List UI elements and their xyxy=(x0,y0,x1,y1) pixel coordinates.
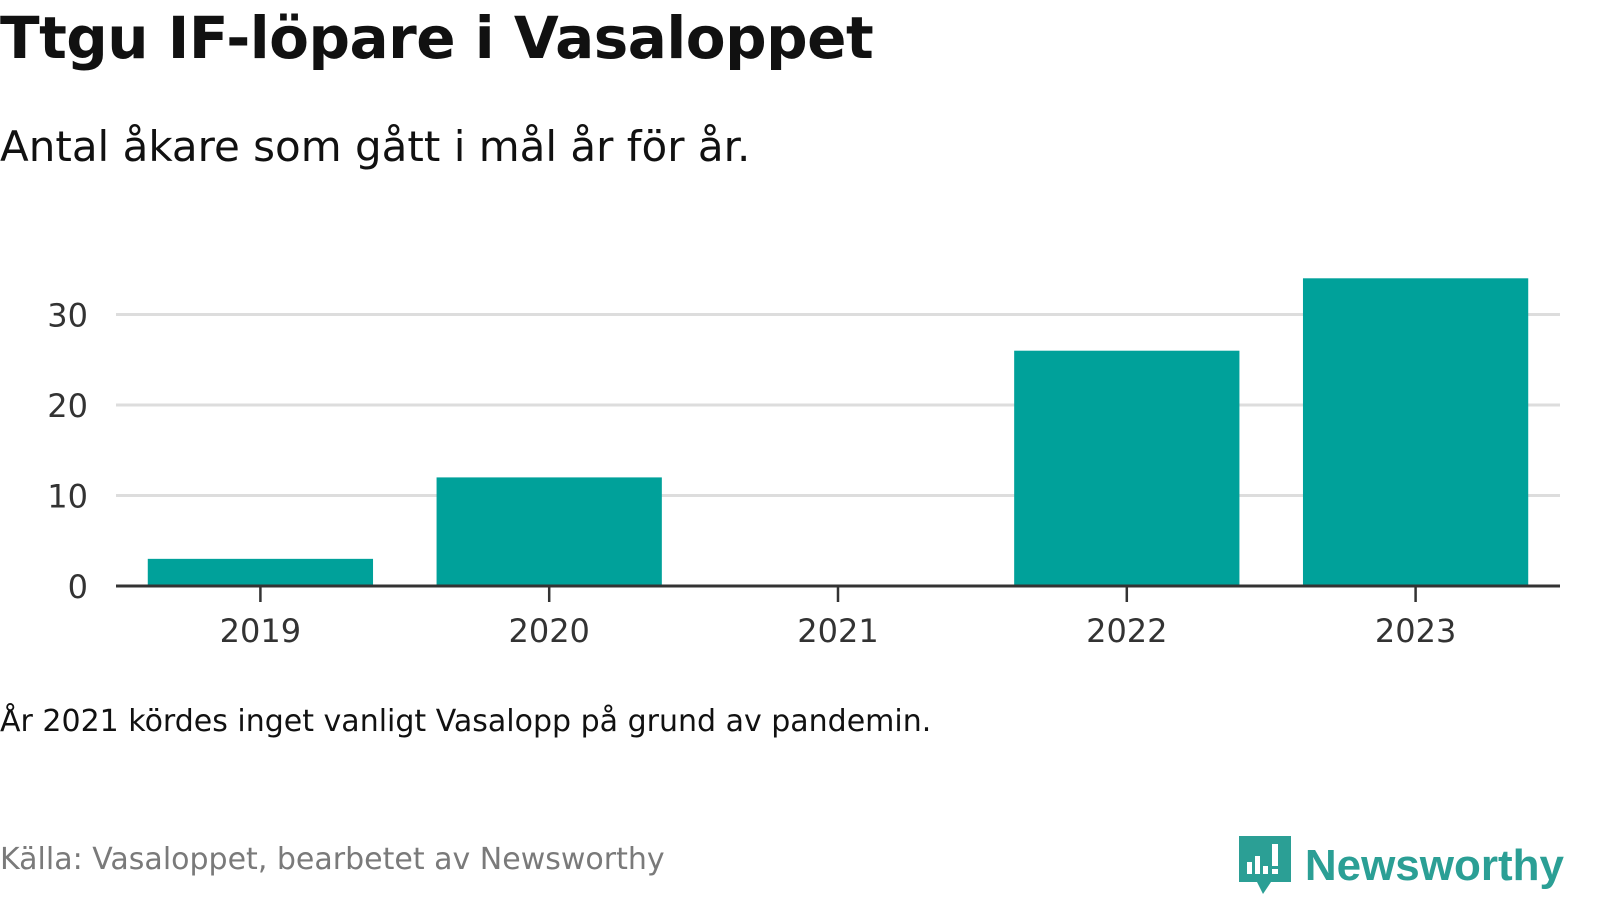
y-tick-label: 20 xyxy=(47,387,88,425)
x-tick-label: 2020 xyxy=(508,612,589,650)
x-tick-label: 2023 xyxy=(1375,612,1456,650)
y-tick-label: 0 xyxy=(68,568,88,606)
chart-title: Ttgu IF-löpare i Vasaloppet xyxy=(0,4,874,72)
chart-footnote: År 2021 kördes inget vanligt Vasalopp på… xyxy=(0,704,932,739)
y-tick-label: 10 xyxy=(47,478,88,516)
bar-2020 xyxy=(436,477,662,586)
bar-2019 xyxy=(147,558,374,586)
newsworthy-logo: Newsworthy xyxy=(1238,836,1564,896)
x-tick-label: 2022 xyxy=(1086,612,1167,650)
chart-subtitle: Antal åkare som gått i mål år för år. xyxy=(0,122,751,171)
x-axis: 2019 2020 2021 2022 2023 xyxy=(116,584,1560,650)
x-tick-label: 2019 xyxy=(220,612,301,650)
brand-name: Newsworthy xyxy=(1304,841,1564,890)
bars xyxy=(147,278,1529,586)
source-credit: Källa: Vasaloppet, bearbetet av Newswort… xyxy=(0,842,665,877)
newsworthy-chart-bubble-icon xyxy=(1238,836,1291,894)
y-axis-ticks: 0 10 20 30 xyxy=(47,297,88,607)
y-tick-label: 30 xyxy=(47,297,88,335)
bar-2022 xyxy=(1014,350,1240,586)
x-tick-label: 2021 xyxy=(797,612,878,650)
bar-2023 xyxy=(1302,278,1529,586)
bar-chart: 0 10 20 30 2019 2020 2021 2022 2023 xyxy=(47,278,1560,650)
